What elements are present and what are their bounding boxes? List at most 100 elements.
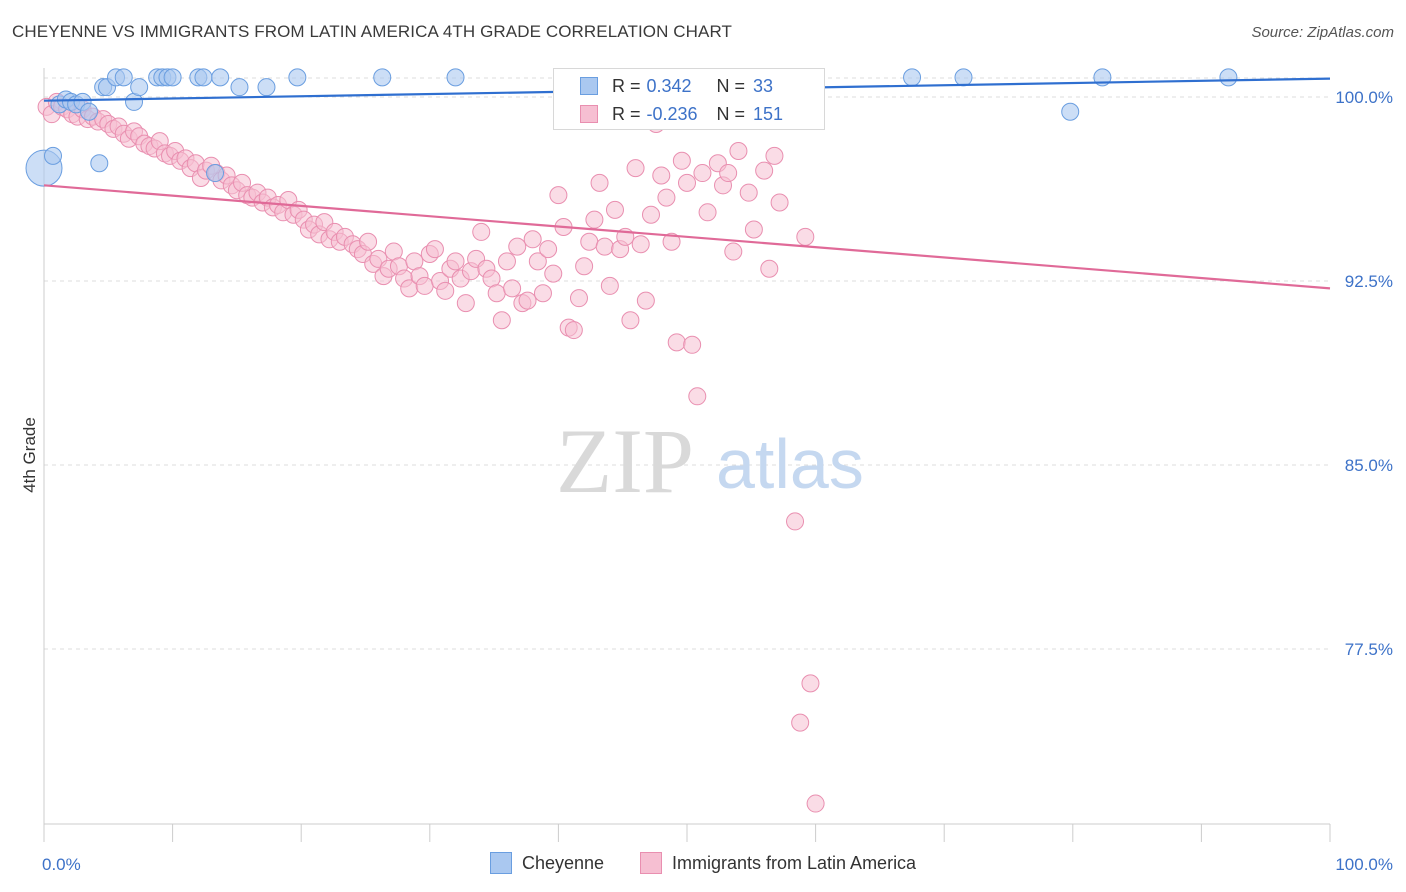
y-axis-title: 4th Grade (20, 417, 39, 493)
data-point-immigrants (652, 166, 671, 185)
data-point-immigrants (533, 284, 552, 303)
legend-n-label: N = (716, 75, 746, 96)
watermark: ZIP atlas (556, 410, 864, 512)
data-point-immigrants (492, 311, 511, 330)
data-point-cheyenne (44, 146, 63, 165)
data-point-immigrants (626, 159, 645, 178)
data-point-immigrants (605, 200, 624, 219)
legend-row-immigrants: R = -0.236 N = 151 (580, 102, 783, 126)
source-credit: Source: ZipAtlas.com (1251, 24, 1394, 41)
data-point-immigrants (688, 387, 707, 406)
data-point-cheyenne (1061, 102, 1080, 121)
data-point-immigrants (359, 232, 378, 251)
series-immigrants-points (37, 68, 825, 813)
data-point-cheyenne (373, 68, 392, 87)
data-point-immigrants (600, 276, 619, 295)
data-point-cheyenne (90, 154, 109, 173)
data-point-immigrants (544, 264, 563, 283)
data-point-cheyenne (80, 102, 99, 121)
data-point-immigrants (678, 173, 696, 192)
data-point-immigrants (503, 279, 522, 298)
y-tick-label: 85.0% (1345, 456, 1393, 475)
legend-label-cheyenne: Cheyenne (522, 852, 605, 873)
data-point-immigrants (508, 237, 527, 256)
data-point-immigrants (765, 146, 784, 165)
data-point-immigrants (791, 713, 810, 732)
data-point-immigrants (595, 237, 614, 256)
data-point-immigrants (631, 235, 650, 254)
legend-n-value: 151 (753, 103, 784, 124)
y-tick-label: 100.0% (1335, 88, 1393, 107)
data-point-immigrants (667, 333, 686, 352)
correlation-legend: R = 0.342 N = 33 R = -0.236 N = 151 (553, 68, 825, 130)
data-point-immigrants (472, 222, 491, 241)
data-point-immigrants (549, 186, 568, 205)
data-point-immigrants (755, 161, 774, 180)
data-point-immigrants (683, 335, 702, 354)
data-point-immigrants (415, 276, 434, 295)
y-tick-label: 92.5% (1345, 272, 1393, 291)
data-point-immigrants (446, 252, 465, 271)
axis-labels: 100.0% 92.5% 85.0% 77.5% 0.0% 100.0% 4th Grade (20, 88, 1393, 874)
data-point-cheyenne (230, 78, 249, 97)
data-point-immigrants (729, 141, 748, 160)
data-point-immigrants (621, 311, 640, 330)
data-point-immigrants (724, 242, 743, 261)
data-point-immigrants (436, 281, 455, 300)
data-point-immigrants (801, 674, 820, 693)
data-point-immigrants (523, 230, 542, 249)
data-point-immigrants (672, 151, 691, 170)
trend-line-immigrants (43, 184, 1331, 290)
legend-n-value: 33 (753, 75, 774, 96)
data-point-cheyenne (446, 68, 465, 87)
legend-r-label: R = (612, 75, 641, 96)
data-point-cheyenne (903, 68, 922, 87)
data-point-immigrants (425, 240, 444, 259)
data-point-immigrants (575, 257, 594, 276)
legend-r-label: R = (612, 103, 641, 124)
axes (43, 68, 1331, 842)
legend-r-value: -0.236 (646, 103, 698, 124)
data-point-cheyenne (257, 78, 276, 97)
series-cheyenne-points (25, 68, 1238, 187)
legend-swatch-immigrants (640, 852, 662, 874)
data-point-immigrants (796, 227, 815, 246)
data-point-immigrants (497, 252, 516, 271)
data-point-cheyenne (288, 68, 307, 87)
data-point-immigrants (786, 512, 805, 531)
data-point-immigrants (518, 291, 537, 310)
data-point-immigrants (641, 205, 660, 224)
data-point-immigrants (487, 284, 506, 303)
data-point-immigrants (806, 794, 825, 813)
chart-title: CHEYENNE VS IMMIGRANTS FROM LATIN AMERIC… (12, 22, 733, 41)
legend-item-cheyenne[interactable]: Cheyenne (490, 852, 604, 874)
data-point-cheyenne (114, 68, 133, 87)
data-point-cheyenne (954, 68, 973, 87)
data-point-immigrants (657, 188, 676, 207)
data-point-cheyenne (206, 164, 225, 183)
x-tick-label: 0.0% (42, 855, 81, 874)
data-point-immigrants (590, 173, 609, 192)
data-point-immigrants (456, 294, 475, 313)
data-point-immigrants (569, 289, 588, 308)
data-point-immigrants (770, 193, 789, 212)
legend-swatch-cheyenne (490, 852, 512, 874)
data-point-immigrants (580, 232, 599, 251)
data-point-immigrants (528, 252, 547, 271)
data-point-immigrants (662, 232, 681, 251)
data-point-immigrants (693, 164, 712, 183)
legend-label-immigrants: Immigrants from Latin America (672, 852, 917, 873)
data-point-immigrants (539, 240, 558, 259)
y-tick-label: 77.5% (1345, 640, 1393, 659)
legend-item-immigrants[interactable]: Immigrants from Latin America (640, 852, 916, 874)
legend-n-label: N = (716, 103, 746, 124)
data-point-immigrants (585, 210, 604, 229)
data-point-cheyenne (130, 78, 149, 97)
data-point-cheyenne (1219, 68, 1238, 87)
data-point-immigrants (719, 164, 738, 183)
legend-swatch-immigrants (580, 105, 598, 123)
legend-row-cheyenne: R = 0.342 N = 33 (580, 74, 773, 98)
watermark-zip: ZIP (556, 410, 694, 512)
data-point-immigrants (564, 321, 583, 340)
